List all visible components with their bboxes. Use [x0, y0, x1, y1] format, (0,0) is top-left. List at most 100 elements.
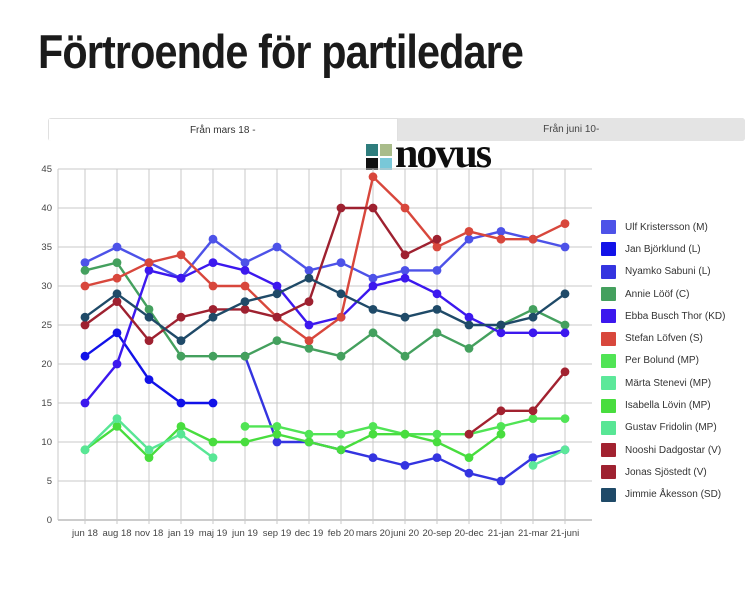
data-point [528, 305, 538, 314]
data-point [208, 258, 218, 267]
y-axis-label: 10 [41, 437, 52, 448]
x-axis-label: 20-dec [454, 528, 483, 539]
data-point [176, 312, 186, 322]
novus-logo-square [380, 158, 392, 170]
data-point [528, 453, 538, 462]
legend-label: Isabella Lövin (MP) [625, 400, 711, 412]
legend-item: Stefan Löfven (S) [601, 327, 725, 349]
data-point [208, 453, 218, 462]
legend-item: Jan Björklund (L) [601, 238, 725, 260]
series-line [84, 206, 438, 343]
legend-label: Märta Stenevi (MP) [625, 377, 712, 389]
data-point [560, 289, 570, 299]
legend-swatch [601, 220, 616, 235]
data-point [464, 227, 474, 236]
data-point [240, 258, 250, 267]
legend-item: Gustav Fridolin (MP) [601, 417, 725, 439]
data-point [528, 312, 538, 322]
data-point [496, 476, 506, 486]
legend-swatch [601, 487, 616, 502]
x-axis-label: jan 19 [167, 528, 194, 539]
data-point [112, 242, 122, 252]
x-axis-label: 20-sep [422, 528, 451, 539]
data-point [368, 203, 378, 213]
data-point [336, 203, 346, 213]
tab-from-mars-18-label: Från mars 18 - [189, 124, 256, 136]
data-point [432, 266, 442, 275]
data-point [112, 414, 122, 423]
data-point [112, 328, 122, 338]
y-axis-label: 35 [41, 242, 52, 253]
data-point [368, 453, 378, 462]
data-point [304, 273, 314, 283]
x-axis-label: aug 18 [102, 528, 131, 539]
legend-label: Per Bolund (MP) [625, 355, 699, 367]
data-point [368, 422, 378, 431]
legend-swatch [601, 465, 616, 480]
data-point [176, 351, 186, 361]
x-axis-label: nov 18 [135, 528, 164, 539]
data-point [112, 422, 122, 431]
data-point [400, 429, 410, 439]
legend-swatch [601, 242, 616, 257]
data-point [528, 328, 538, 338]
data-point [400, 312, 410, 322]
series-line [468, 371, 566, 436]
legend-swatch [601, 420, 616, 435]
data-point [400, 250, 410, 260]
y-axis-label: 45 [41, 164, 52, 175]
data-point [176, 336, 186, 345]
data-point [208, 312, 218, 322]
legend-label: Annie Lööf (C) [625, 288, 690, 300]
data-point [560, 328, 570, 338]
data-point [176, 422, 186, 431]
legend-swatch [601, 376, 616, 391]
data-point [496, 406, 506, 416]
legend-swatch [601, 353, 616, 368]
y-axis-label: 25 [41, 320, 52, 331]
data-point [112, 273, 122, 283]
data-point [144, 453, 154, 462]
data-point [144, 266, 154, 275]
data-point [464, 312, 474, 322]
y-axis-label: 40 [41, 203, 52, 214]
data-point [464, 234, 474, 244]
data-point [368, 305, 378, 314]
legend-swatch [601, 264, 616, 279]
data-point [400, 203, 410, 213]
data-point [208, 437, 218, 447]
data-point [336, 258, 346, 267]
legend-label: Jonas Sjöstedt (V) [625, 466, 707, 478]
data-point [336, 351, 346, 361]
tab-from-juni-10[interactable]: Från juni 10- [397, 118, 745, 141]
data-point [336, 289, 346, 299]
legend-label: Gustav Fridolin (MP) [625, 422, 717, 434]
time-range-tab-bar: Från mars 18 - Från juni 10- [48, 118, 745, 141]
data-point [80, 320, 90, 330]
tab-from-mars-18[interactable]: Från mars 18 - [48, 118, 398, 141]
series-line [532, 448, 566, 467]
data-point [304, 429, 314, 439]
data-point [304, 336, 314, 345]
data-point [176, 250, 186, 260]
data-point [112, 258, 122, 267]
data-point [80, 398, 90, 408]
data-point [272, 422, 282, 431]
x-axis-label: maj 19 [199, 528, 228, 539]
data-point [208, 305, 218, 314]
legend-label: Nooshi Dadgostar (V) [625, 444, 722, 456]
data-point [144, 258, 154, 267]
data-point [368, 281, 378, 291]
x-axis-label: 21-juni [551, 528, 580, 539]
y-axis-label: 15 [41, 398, 52, 409]
y-axis-label: 0 [47, 515, 52, 526]
data-point [272, 437, 282, 447]
data-point [368, 273, 378, 283]
data-point [176, 273, 186, 283]
series-line [84, 261, 566, 358]
legend-item: Märta Stenevi (MP) [601, 372, 725, 394]
legend-swatch [601, 331, 616, 346]
data-point [272, 336, 282, 345]
data-point [176, 398, 186, 408]
